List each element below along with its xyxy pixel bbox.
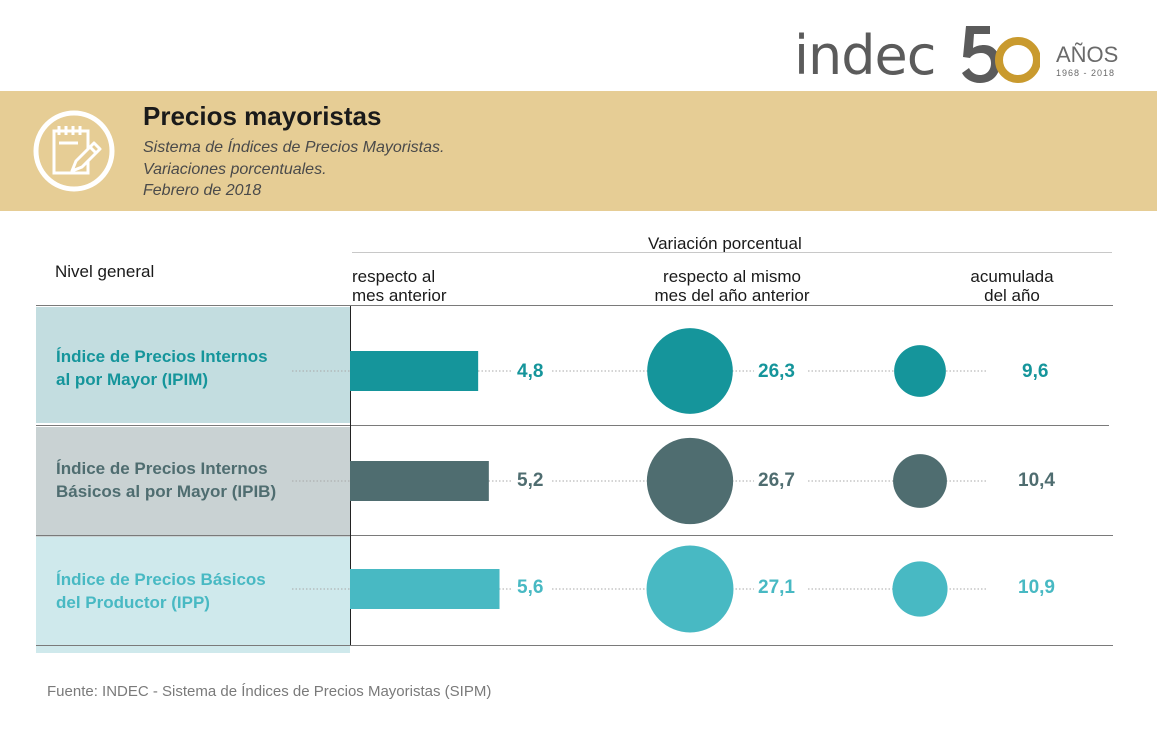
row-separator-2 <box>36 535 1113 536</box>
subtitle-line-2: Variaciones porcentuales. <box>143 161 327 178</box>
row-label-bg-ipim <box>36 307 350 423</box>
logo-anos: AÑOS <box>1056 42 1119 67</box>
value-ipib-accum: 10,4 <box>1018 470 1055 491</box>
value-ipim-accum: 9,6 <box>1022 361 1049 382</box>
row-label-ipib-line-2: Básicos al por Mayor (IPIB) <box>56 482 277 501</box>
page-title: Precios mayoristas <box>143 101 382 131</box>
source-note: Fuente: INDEC - Sistema de Índices de Pr… <box>47 683 492 700</box>
bar-month-ipp <box>350 569 500 609</box>
col3-header-line-1: acumulada <box>970 267 1054 286</box>
header-bottom-rule <box>36 305 1113 306</box>
row-separator-1 <box>36 425 1109 426</box>
group-header-rule <box>352 252 1112 253</box>
circle-accum-ipp <box>892 561 948 617</box>
value-ipim-year: 26,3 <box>758 361 795 382</box>
value-ipp-month: 5,6 <box>517 577 544 598</box>
row-label-ipim-line-1: Índice de Precios Internos <box>56 347 268 366</box>
circle-year-ipp <box>646 545 734 633</box>
row-label-ipim-line-2: al por Mayor (IPIM) <box>56 370 209 389</box>
subtitle-line-3: Febrero de 2018 <box>143 182 262 199</box>
circle-year-ipib <box>646 437 734 525</box>
header-band: Precios mayoristas Sistema de Índices de… <box>0 91 1157 211</box>
col3-header-line-2: del año <box>984 286 1040 305</box>
value-ipp-year: 27,1 <box>758 577 795 598</box>
value-ipp-accum: 10,9 <box>1018 577 1055 598</box>
value-ipib-year: 26,7 <box>758 470 795 491</box>
logo-years: 1968 - 2018 <box>1056 68 1116 78</box>
value-ipib-month: 5,2 <box>517 470 544 491</box>
col2-header-line-1: respecto al mismo <box>663 267 801 286</box>
row-label-ipib-line-1: Índice de Precios Internos <box>56 459 268 478</box>
indec-logo: indec AÑOS 1968 - 2018 <box>790 22 1130 87</box>
value-ipim-month: 4,8 <box>517 361 544 382</box>
group-header: Variación porcentual <box>648 234 802 253</box>
col1-header-line-1: respecto al <box>352 267 436 286</box>
col2-header-line-2: mes del año anterior <box>654 286 810 305</box>
row-label-ipp-line-1: Índice de Precios Básicos <box>56 570 266 589</box>
logo-50-mark <box>962 26 1040 83</box>
circle-year-ipim <box>647 328 733 414</box>
bar-month-ipib <box>350 461 489 501</box>
bar-month-ipim <box>350 351 479 391</box>
subtitle-line-1: Sistema de Índices de Precios Mayoristas… <box>143 139 445 156</box>
notepad-pencil-icon <box>33 110 115 192</box>
circle-accum-ipim <box>894 345 946 397</box>
logo-wordmark: indec <box>794 24 936 87</box>
row-label-bg-ipib <box>36 427 350 543</box>
row-header: Nivel general <box>55 262 155 281</box>
col1-header-line-2: mes anterior <box>352 286 447 305</box>
row-label-ipp-line-2: del Productor (IPP) <box>56 593 210 612</box>
table-bottom-rule <box>36 645 1113 646</box>
circle-accum-ipib <box>893 454 947 508</box>
row-label-bg-ipp <box>36 537 350 653</box>
